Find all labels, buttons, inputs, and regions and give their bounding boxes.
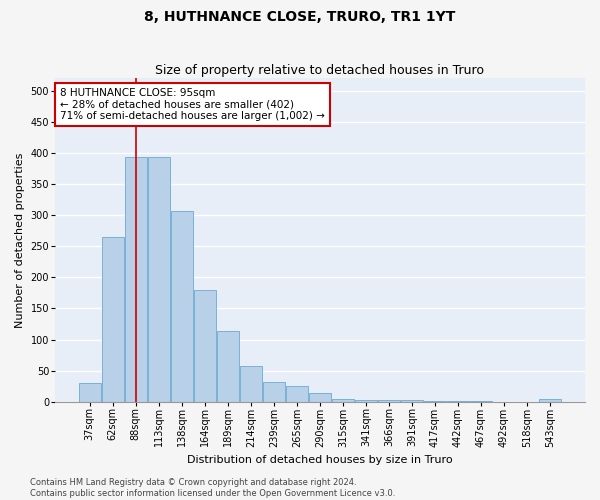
Bar [332, 398, 354, 402]
Bar [171, 210, 193, 402]
Bar [240, 366, 262, 402]
Title: Size of property relative to detached houses in Truro: Size of property relative to detached ho… [155, 64, 484, 77]
Bar [217, 332, 239, 402]
Bar [470, 401, 492, 402]
Bar [378, 400, 400, 402]
X-axis label: Distribution of detached houses by size in Truro: Distribution of detached houses by size … [187, 455, 452, 465]
Bar [125, 157, 147, 402]
Text: 8, HUTHNANCE CLOSE, TRURO, TR1 1YT: 8, HUTHNANCE CLOSE, TRURO, TR1 1YT [145, 10, 455, 24]
Text: 8 HUTHNANCE CLOSE: 95sqm
← 28% of detached houses are smaller (402)
71% of semi-: 8 HUTHNANCE CLOSE: 95sqm ← 28% of detach… [60, 88, 325, 121]
Bar [447, 401, 469, 402]
Bar [424, 401, 446, 402]
Bar [148, 157, 170, 402]
Bar [79, 383, 101, 402]
Bar [401, 400, 423, 402]
Bar [355, 400, 377, 402]
Text: Contains HM Land Registry data © Crown copyright and database right 2024.
Contai: Contains HM Land Registry data © Crown c… [30, 478, 395, 498]
Bar [102, 237, 124, 402]
Y-axis label: Number of detached properties: Number of detached properties [15, 152, 25, 328]
Bar [263, 382, 285, 402]
Bar [194, 290, 216, 402]
Bar [309, 393, 331, 402]
Bar [286, 386, 308, 402]
Bar [539, 399, 561, 402]
